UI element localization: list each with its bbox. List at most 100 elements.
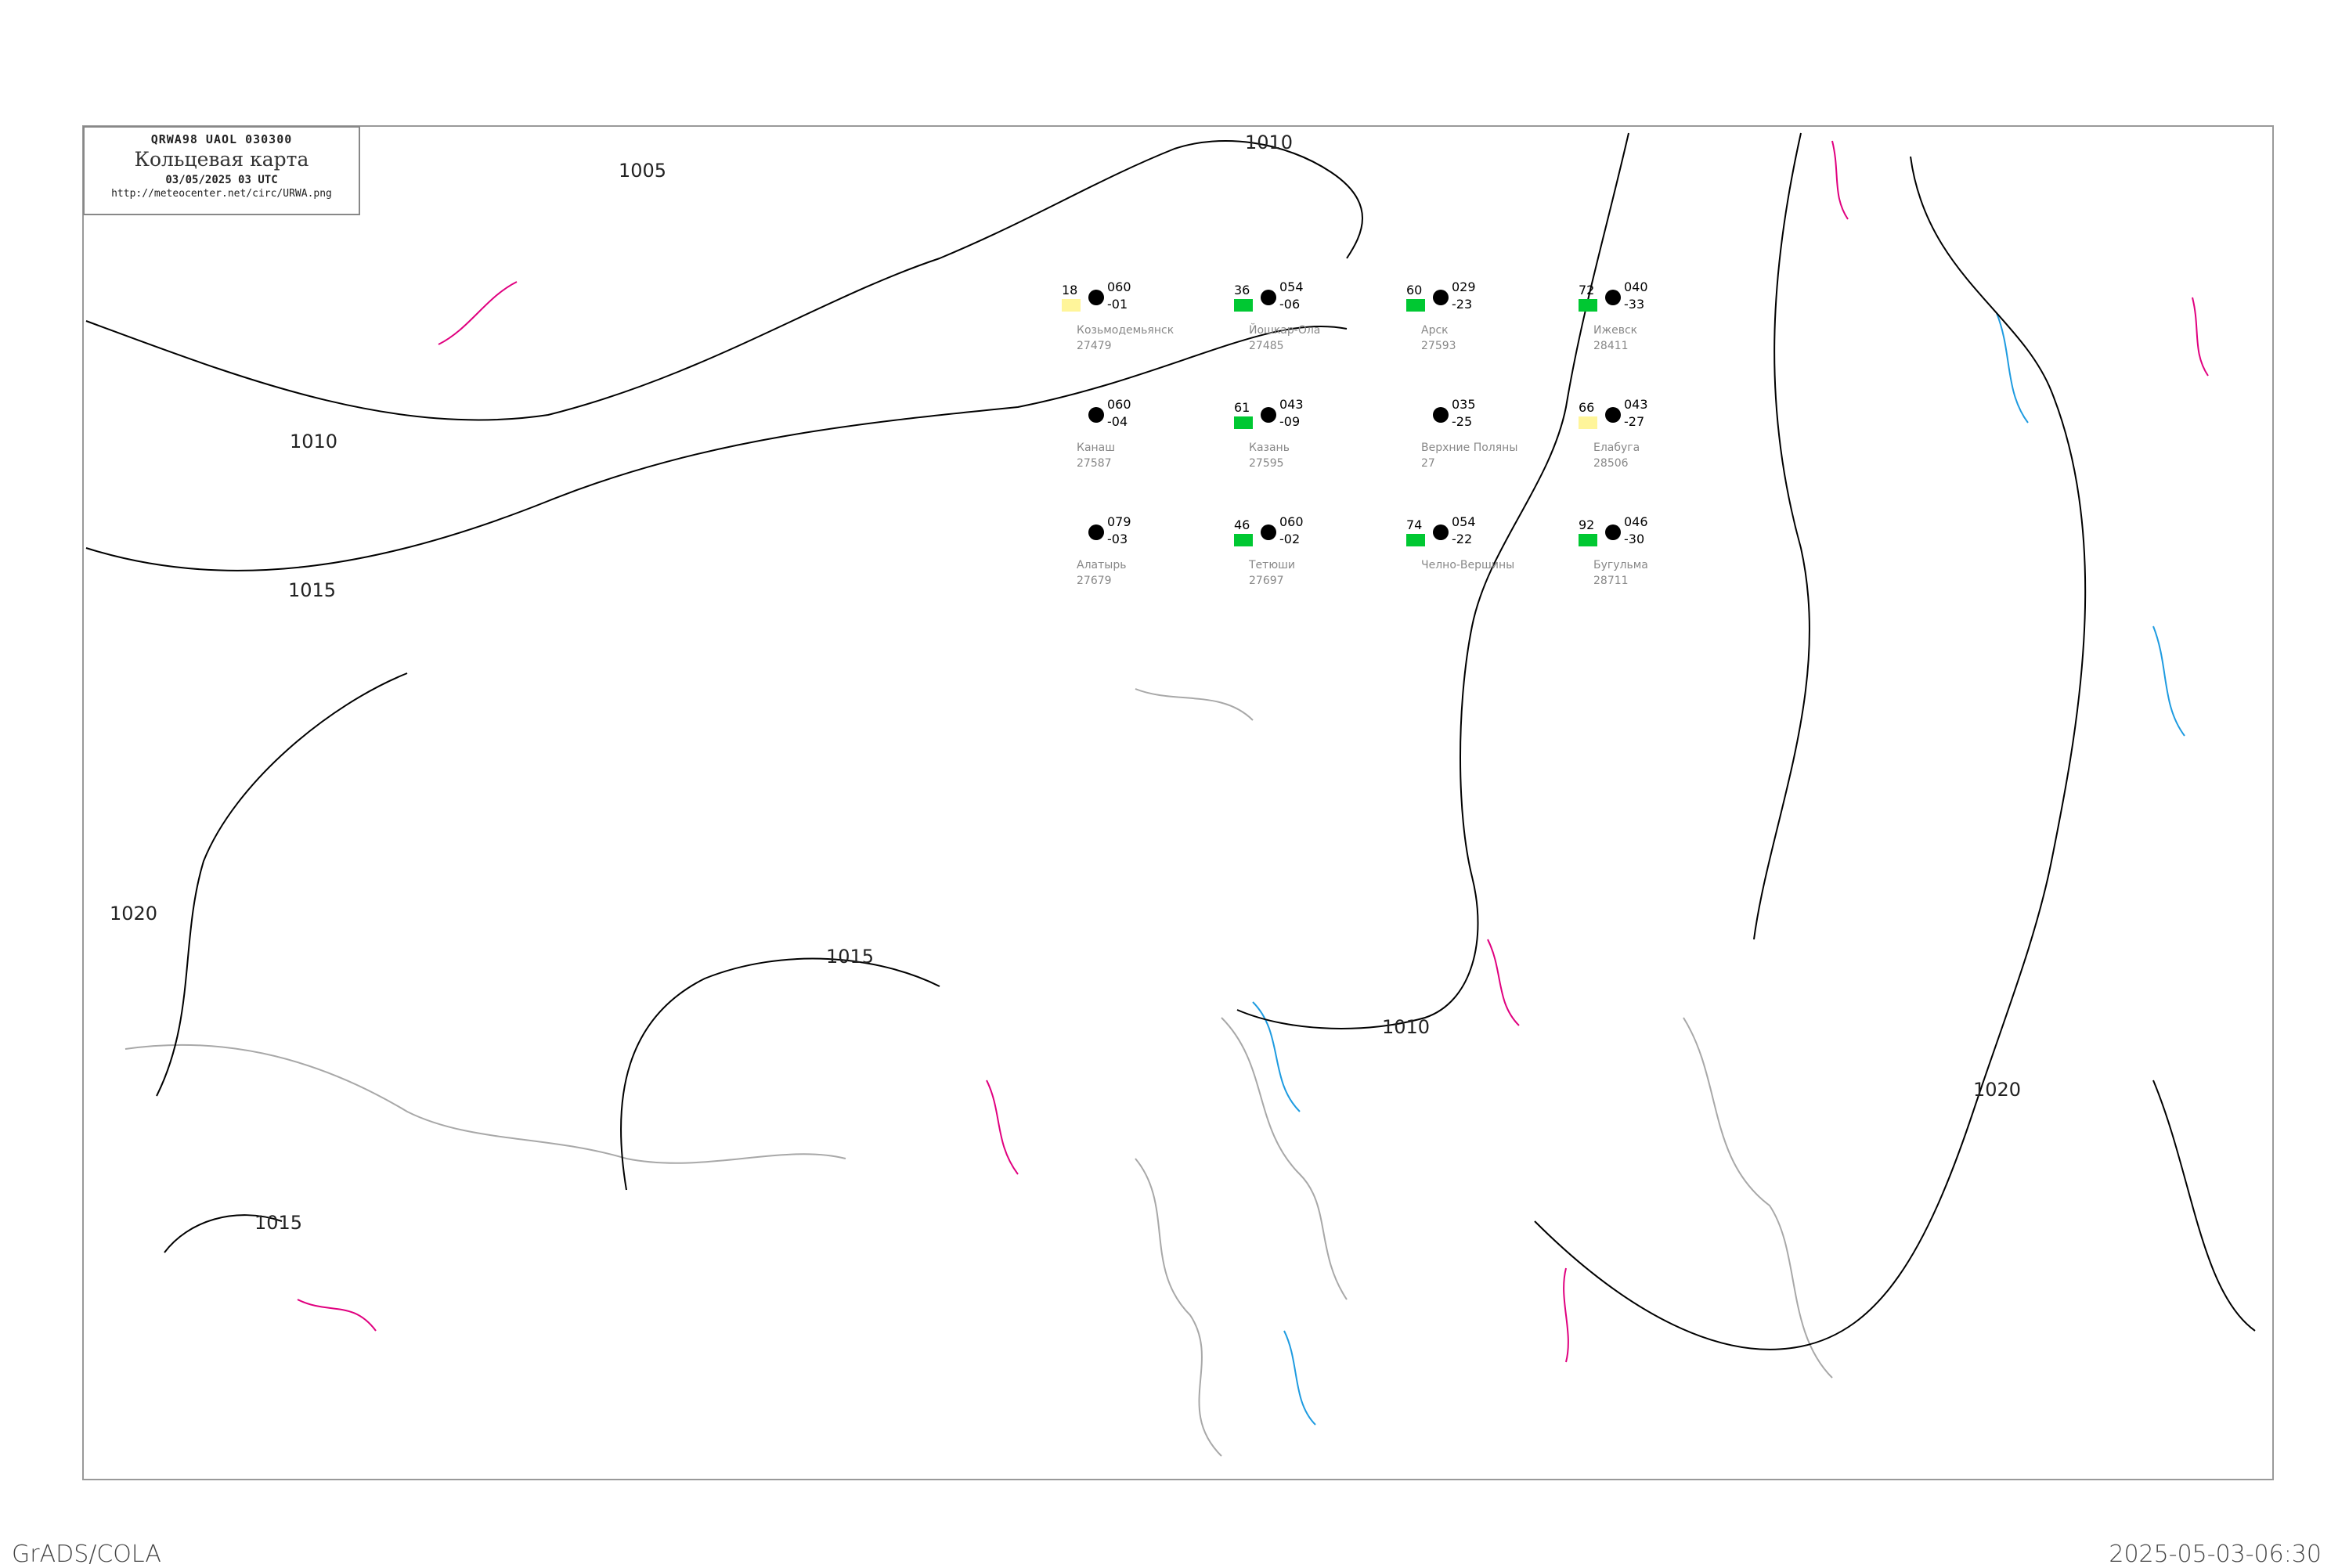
isobar-label: 1015 (288, 579, 336, 601)
station-name: Канаш (1077, 442, 1115, 454)
source-url: http://meteocenter.net/circ/URWA.png (111, 188, 332, 200)
station-pressure: 035 (1452, 397, 1476, 412)
map-title: Кольцевая карта (134, 148, 309, 171)
station-id: 27593 (1421, 340, 1456, 352)
footer-timestamp: 2025-05-03-06:30 (2109, 1541, 2322, 1568)
isobar-label: 1010 (290, 431, 337, 452)
station-id: 27587 (1077, 457, 1112, 470)
cloud-cover-icon (1605, 524, 1621, 540)
fog-box (1579, 416, 1597, 429)
coastlines (124, 688, 1833, 1457)
map-date: 03/05/2025 03 UTC (165, 174, 278, 186)
pressure-tendency: -03 (1107, 532, 1128, 546)
station-pressure: 029 (1452, 279, 1476, 294)
station-name: Алатырь (1077, 559, 1126, 571)
pressure-tendency: -02 (1279, 532, 1300, 546)
pressure-tendency: -04 (1107, 414, 1128, 429)
pressure-tendency: -06 (1279, 297, 1300, 312)
cloud-cover-icon (1261, 524, 1276, 540)
station-plot: 046 -30 Бугульма 28711 92 (1579, 514, 1648, 587)
rivers (1252, 312, 2185, 1426)
pressure-tendency-lines (297, 140, 2209, 1363)
precip-box (1406, 299, 1425, 312)
station-plot: 035 -25 Верхние Поляны 27 (1421, 397, 1517, 470)
cloud-cover-icon (1261, 407, 1276, 423)
cloud-cover-icon (1605, 407, 1621, 423)
station-pressure: 060 (1107, 397, 1131, 412)
bulletin-code: QRWA98 UAOL 030300 (150, 132, 293, 146)
station-pressure: 060 (1107, 279, 1131, 294)
footer-credit: GrADS/COLA (12, 1541, 161, 1568)
station-pressure: 079 (1107, 514, 1131, 529)
station-name: Верхние Поляны (1421, 442, 1517, 454)
dew-point: 74 (1406, 517, 1422, 532)
dew-point: 46 (1234, 517, 1250, 532)
cloud-cover-icon (1433, 407, 1449, 423)
pressure-tendency: -25 (1452, 414, 1472, 429)
cloud-cover-icon (1088, 290, 1104, 305)
station-pressure: 040 (1624, 279, 1648, 294)
map-frame (82, 125, 2274, 1480)
dew-point: 61 (1234, 400, 1250, 415)
dew-point: 36 (1234, 283, 1250, 297)
isobar-label: 1020 (1973, 1079, 2021, 1101)
station-name: Ижевск (1593, 324, 1637, 337)
station-name: Тетюши (1248, 559, 1295, 571)
station-id: 28711 (1593, 575, 1629, 587)
isobar-label: 1005 (619, 160, 666, 182)
precip-box (1579, 534, 1597, 546)
station-pressure: 060 (1279, 514, 1304, 529)
dew-point: 18 (1062, 283, 1077, 297)
station-plot: 054 -06 Йошкар-Ола 27485 36 (1234, 279, 1320, 352)
station-id: 28506 (1593, 457, 1629, 470)
station-id: 27 (1421, 457, 1435, 470)
pressure-tendency: -01 (1107, 297, 1128, 312)
cloud-cover-icon (1088, 407, 1104, 423)
station-plot: 060 -04 Канаш 27587 (1077, 397, 1131, 470)
station-name: Бугульма (1593, 559, 1648, 571)
cloud-cover-icon (1261, 290, 1276, 305)
pressure-tendency: -33 (1624, 297, 1644, 312)
pressure-tendency: -09 (1279, 414, 1300, 429)
dew-point: 92 (1579, 517, 1594, 532)
station-id: 27479 (1077, 340, 1112, 352)
pressure-tendency: -30 (1624, 532, 1644, 546)
map-header: QRWA98 UAOL 030300 Кольцевая карта 03/05… (83, 126, 360, 215)
precip-box (1234, 299, 1253, 312)
station-pressure: 043 (1279, 397, 1304, 412)
dew-point: 60 (1406, 283, 1422, 297)
dew-point: 66 (1579, 400, 1594, 415)
cloud-cover-icon (1433, 524, 1449, 540)
station-id: 27595 (1249, 457, 1284, 470)
station-id: 28411 (1593, 340, 1629, 352)
station-pressure: 054 (1452, 514, 1476, 529)
station-pressure: 043 (1624, 397, 1648, 412)
station-plot: 079 -03 Алатырь 27679 (1077, 514, 1131, 587)
isobars (85, 132, 2256, 1350)
station-name: Арск (1421, 324, 1449, 337)
station-pressure: 054 (1279, 279, 1304, 294)
isobar-label: 1015 (826, 946, 874, 968)
station-name: Йошкар-Ола (1249, 323, 1320, 337)
station-id: 27485 (1249, 340, 1284, 352)
precip-box (1579, 299, 1597, 312)
isobar-label: 1010 (1382, 1016, 1430, 1038)
station-pressure: 046 (1624, 514, 1648, 529)
precip-box (1234, 534, 1253, 546)
isobar-label: 1020 (110, 903, 157, 925)
precip-box (1234, 416, 1253, 429)
station-plot: 043 -27 Елабуга 28506 66 (1579, 397, 1648, 470)
isobar-label: 1010 (1245, 132, 1293, 153)
station-plot: 040 -33 Ижевск 28411 72 (1579, 279, 1648, 352)
station-plot: 043 -09 Казань 27595 61 (1234, 397, 1304, 470)
station-name: Елабуга (1593, 442, 1640, 454)
station-id: 27697 (1249, 575, 1284, 587)
precip-box (1406, 534, 1425, 546)
station-plot: 054 -22 Челно-Вершины 74 (1406, 514, 1514, 571)
cloud-cover-icon (1605, 290, 1621, 305)
station-name: Казань (1249, 442, 1290, 454)
cloud-cover-icon (1433, 290, 1449, 305)
pressure-tendency: -27 (1624, 414, 1644, 429)
